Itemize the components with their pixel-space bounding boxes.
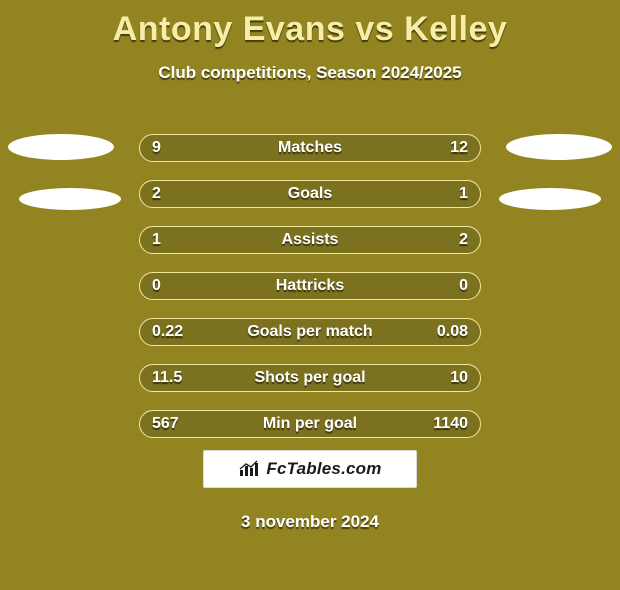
stat-row-matches: 9 Matches 12 [139, 134, 481, 162]
stat-left-value: 9 [152, 139, 192, 157]
stat-label: Shots per goal [192, 369, 428, 387]
player-left-badge-1 [8, 134, 114, 160]
stat-label: Hattricks [192, 277, 428, 295]
stat-row-shots-per-goal: 11.5 Shots per goal 10 [139, 364, 481, 392]
stat-right-value: 0.08 [428, 323, 468, 341]
stat-rows: 9 Matches 12 2 Goals 1 1 Assists 2 0 Hat… [139, 134, 481, 456]
stat-label: Assists [192, 231, 428, 249]
stat-row-goals-per-match: 0.22 Goals per match 0.08 [139, 318, 481, 346]
comparison-date: 3 november 2024 [0, 512, 620, 532]
stat-right-value: 12 [428, 139, 468, 157]
mini-bar-chart-icon [238, 460, 260, 478]
stat-right-value: 10 [428, 369, 468, 387]
stat-right-value: 1140 [428, 415, 468, 433]
comparison-subtitle: Club competitions, Season 2024/2025 [0, 63, 620, 83]
stat-row-hattricks: 0 Hattricks 0 [139, 272, 481, 300]
stat-label: Goals per match [192, 323, 428, 341]
source-badge-text: FcTables.com [266, 459, 381, 479]
stat-left-value: 0 [152, 277, 192, 295]
stat-label: Goals [192, 185, 428, 203]
stat-left-value: 11.5 [152, 369, 192, 387]
stat-right-value: 0 [428, 277, 468, 295]
player-right-badge-1 [506, 134, 612, 160]
stat-row-min-per-goal: 567 Min per goal 1140 [139, 410, 481, 438]
stat-label: Matches [192, 139, 428, 157]
stat-label: Min per goal [192, 415, 428, 433]
source-badge: FcTables.com [203, 450, 417, 488]
stat-row-assists: 1 Assists 2 [139, 226, 481, 254]
stat-row-goals: 2 Goals 1 [139, 180, 481, 208]
player-right-badge-2 [499, 188, 601, 210]
stat-right-value: 2 [428, 231, 468, 249]
comparison-title: Antony Evans vs Kelley [0, 10, 620, 49]
stat-left-value: 0.22 [152, 323, 192, 341]
player-left-badge-2 [19, 188, 121, 210]
stat-left-value: 567 [152, 415, 192, 433]
stat-left-value: 2 [152, 185, 192, 203]
stat-right-value: 1 [428, 185, 468, 203]
stat-left-value: 1 [152, 231, 192, 249]
